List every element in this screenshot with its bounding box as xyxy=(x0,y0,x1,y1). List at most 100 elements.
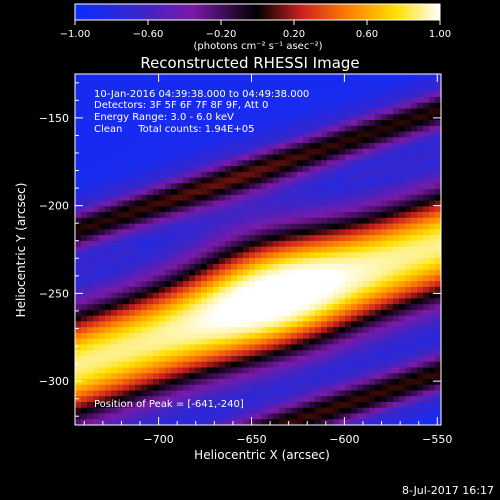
heatmap-cell xyxy=(357,321,364,328)
heatmap-cell xyxy=(357,367,364,374)
heatmap-cell xyxy=(339,154,346,161)
heatmap-cell xyxy=(429,240,436,248)
heatmap-cell xyxy=(243,304,250,311)
heatmap-cell xyxy=(243,229,250,236)
heatmap-cell xyxy=(129,332,136,340)
heatmap-cell xyxy=(393,281,400,288)
heatmap-cell xyxy=(129,91,136,98)
heatmap-cell xyxy=(141,125,148,133)
heatmap-cell xyxy=(195,338,202,346)
heatmap-cell xyxy=(315,263,322,271)
heatmap-cell xyxy=(135,102,142,110)
heatmap-cell xyxy=(261,258,268,265)
heatmap-cell xyxy=(339,148,346,156)
heatmap-cell xyxy=(297,275,304,282)
heatmap-cell xyxy=(177,235,184,242)
heatmap-cell xyxy=(297,298,304,305)
heatmap-cell xyxy=(351,401,358,409)
heatmap-cell xyxy=(393,79,400,87)
heatmap-cell xyxy=(87,189,94,196)
heatmap-cell xyxy=(351,355,358,363)
heatmap-cell xyxy=(381,252,388,259)
heatmap-cell xyxy=(273,125,280,133)
heatmap-cell xyxy=(261,419,268,425)
heatmap-cell xyxy=(129,292,136,300)
heatmap-cell xyxy=(243,223,250,230)
heatmap-cell xyxy=(129,229,136,236)
heatmap-cell xyxy=(207,223,214,230)
heatmap-cell xyxy=(135,309,142,317)
heatmap-cell xyxy=(303,102,310,110)
heatmap-cell xyxy=(261,298,268,305)
heatmap-cell xyxy=(399,327,406,334)
heatmap-cell xyxy=(333,246,340,253)
heatmap-cell xyxy=(213,137,220,144)
heatmap-cell xyxy=(225,327,232,334)
heatmap-cell xyxy=(411,309,418,317)
heatmap-cell xyxy=(309,166,316,173)
heatmap-cell xyxy=(99,206,106,213)
heatmap-cell xyxy=(273,143,280,150)
heatmap-cell xyxy=(375,217,382,225)
heatmap-cell xyxy=(225,74,232,81)
heatmap-cell xyxy=(387,240,394,248)
heatmap-cell xyxy=(129,367,136,374)
heatmap-cell xyxy=(195,108,202,115)
heatmap-cell xyxy=(135,108,142,115)
heatmap-cell xyxy=(201,229,208,236)
heatmap-cell xyxy=(231,258,238,265)
heatmap-cell xyxy=(141,263,148,271)
heatmap-cell xyxy=(417,235,424,242)
heatmap-cell xyxy=(363,120,370,127)
heatmap-cell xyxy=(237,355,244,363)
heatmap-cell xyxy=(87,281,94,288)
heatmap-cell xyxy=(357,177,364,184)
heatmap-cell xyxy=(147,378,154,386)
heatmap-cell xyxy=(141,407,148,415)
heatmap-cell xyxy=(303,79,310,87)
heatmap-cell xyxy=(375,166,382,173)
heatmap-cell xyxy=(267,206,274,213)
heatmap-cell xyxy=(327,91,334,98)
heatmap-cell xyxy=(429,419,436,425)
heatmap-cell xyxy=(255,390,262,397)
heatmap-cell xyxy=(159,401,166,409)
heatmap-cell xyxy=(285,361,292,369)
heatmap-cell xyxy=(387,407,394,415)
heatmap-cell xyxy=(387,390,394,397)
heatmap-cell xyxy=(363,355,370,363)
heatmap-cell xyxy=(213,292,220,300)
heatmap-cell xyxy=(261,74,268,81)
heatmap-cell xyxy=(261,390,268,397)
heatmap-cell xyxy=(315,327,322,334)
heatmap-cell xyxy=(105,189,112,196)
heatmap-cell xyxy=(171,281,178,288)
heatmap-cell xyxy=(297,355,304,363)
heatmap-cell xyxy=(267,200,274,207)
heatmap-cell xyxy=(411,102,418,110)
heatmap-cell xyxy=(147,246,154,253)
heatmap-cell xyxy=(99,79,106,87)
heatmap-cell xyxy=(303,344,310,351)
heatmap-cell xyxy=(87,143,94,150)
heatmap-cell xyxy=(375,281,382,288)
heatmap-cell xyxy=(201,125,208,133)
heatmap-cell xyxy=(267,246,274,253)
heatmap-cell xyxy=(183,390,190,397)
heatmap-cell xyxy=(117,390,124,397)
heatmap-cell xyxy=(171,206,178,213)
heatmap-cell xyxy=(237,143,244,150)
heatmap-cell xyxy=(117,108,124,115)
heatmap-cell xyxy=(207,258,214,265)
heatmap-cell xyxy=(267,177,274,184)
heatmap-cell xyxy=(321,177,328,184)
heatmap-cell xyxy=(129,263,136,271)
heatmap-cell xyxy=(417,194,424,202)
annotation-clean-counts: Clean Total counts: 1.94E+05 xyxy=(94,124,254,135)
heatmap-cell xyxy=(177,120,184,127)
heatmap-cell xyxy=(297,361,304,369)
heatmap-cell xyxy=(177,413,184,420)
heatmap-cell xyxy=(99,223,106,230)
heatmap-cell xyxy=(255,217,262,225)
heatmap-cell xyxy=(183,240,190,248)
